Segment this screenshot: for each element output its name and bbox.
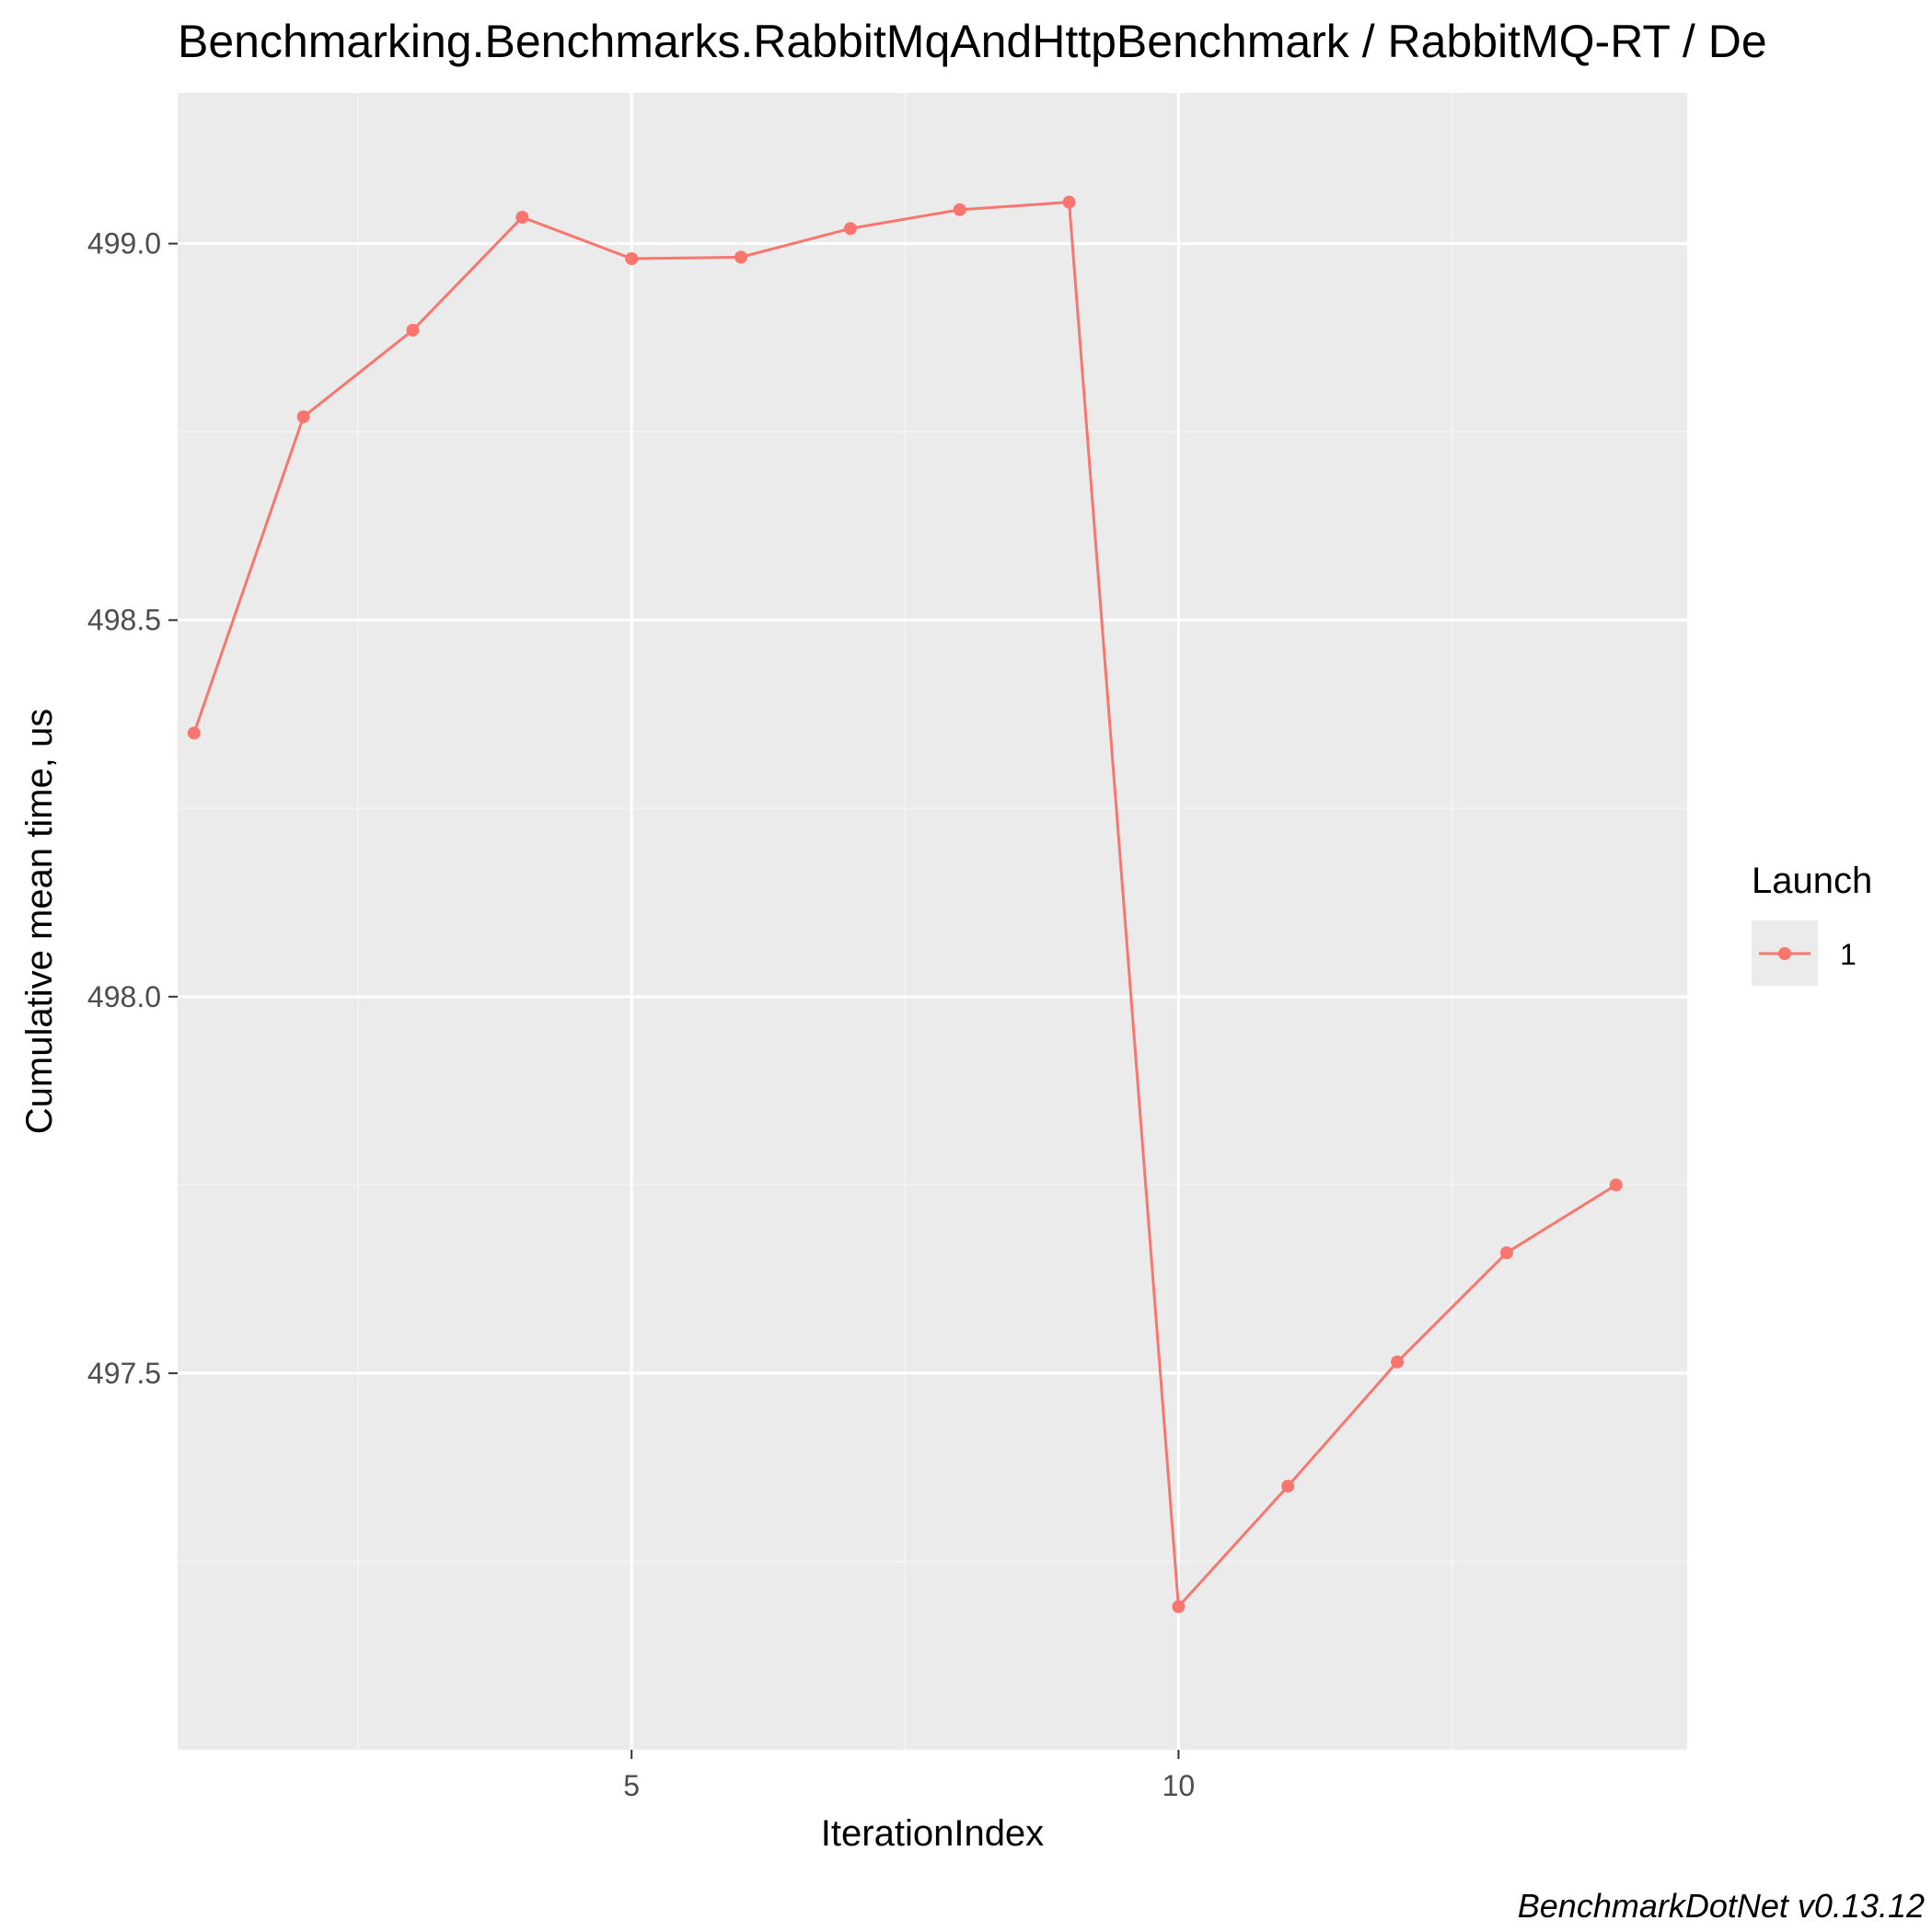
data-point xyxy=(953,202,966,216)
x-tick-label: 5 xyxy=(623,1769,640,1802)
data-point xyxy=(187,726,201,740)
legend-key-point xyxy=(1778,947,1791,960)
legend-label-series-1: 1 xyxy=(1840,938,1857,971)
data-point xyxy=(1609,1178,1623,1192)
data-point xyxy=(1391,1355,1405,1369)
y-tick-label: 499.0 xyxy=(87,227,161,260)
data-point xyxy=(843,222,857,236)
data-point xyxy=(1499,1246,1513,1259)
data-point xyxy=(1281,1479,1295,1493)
x-tick-label: 10 xyxy=(1163,1769,1196,1802)
chart-title: Benchmarking.Benchmarks.RabbitMqAndHttpB… xyxy=(178,16,1767,67)
data-point xyxy=(625,252,639,265)
data-point xyxy=(406,323,420,337)
x-axis-title: IterationIndex xyxy=(821,1813,1044,1854)
data-point xyxy=(735,250,748,264)
data-point xyxy=(1172,1600,1186,1614)
y-tick-label: 498.0 xyxy=(87,980,161,1013)
minor-gridlines xyxy=(178,93,1687,1750)
series-line xyxy=(192,201,1617,1609)
y-axis-title: Cumulative mean time, us xyxy=(19,709,60,1134)
data-point xyxy=(515,211,529,224)
legend: Launch 1 xyxy=(1752,861,1872,986)
data-series xyxy=(187,195,1623,1614)
data-point xyxy=(1062,195,1076,209)
plot-panel xyxy=(178,93,1687,1750)
major-gridlines xyxy=(178,93,1687,1750)
caption: BenchmarkDotNet v0.13.12 xyxy=(1518,1887,1925,1925)
legend-title: Launch xyxy=(1752,861,1872,901)
data-point xyxy=(296,410,310,423)
y-tick-label: 498.5 xyxy=(87,604,161,637)
axis-ticks: 5 10 497.5 498.0 498.5 499.0 xyxy=(87,227,1195,1802)
y-tick-label: 497.5 xyxy=(87,1357,161,1390)
